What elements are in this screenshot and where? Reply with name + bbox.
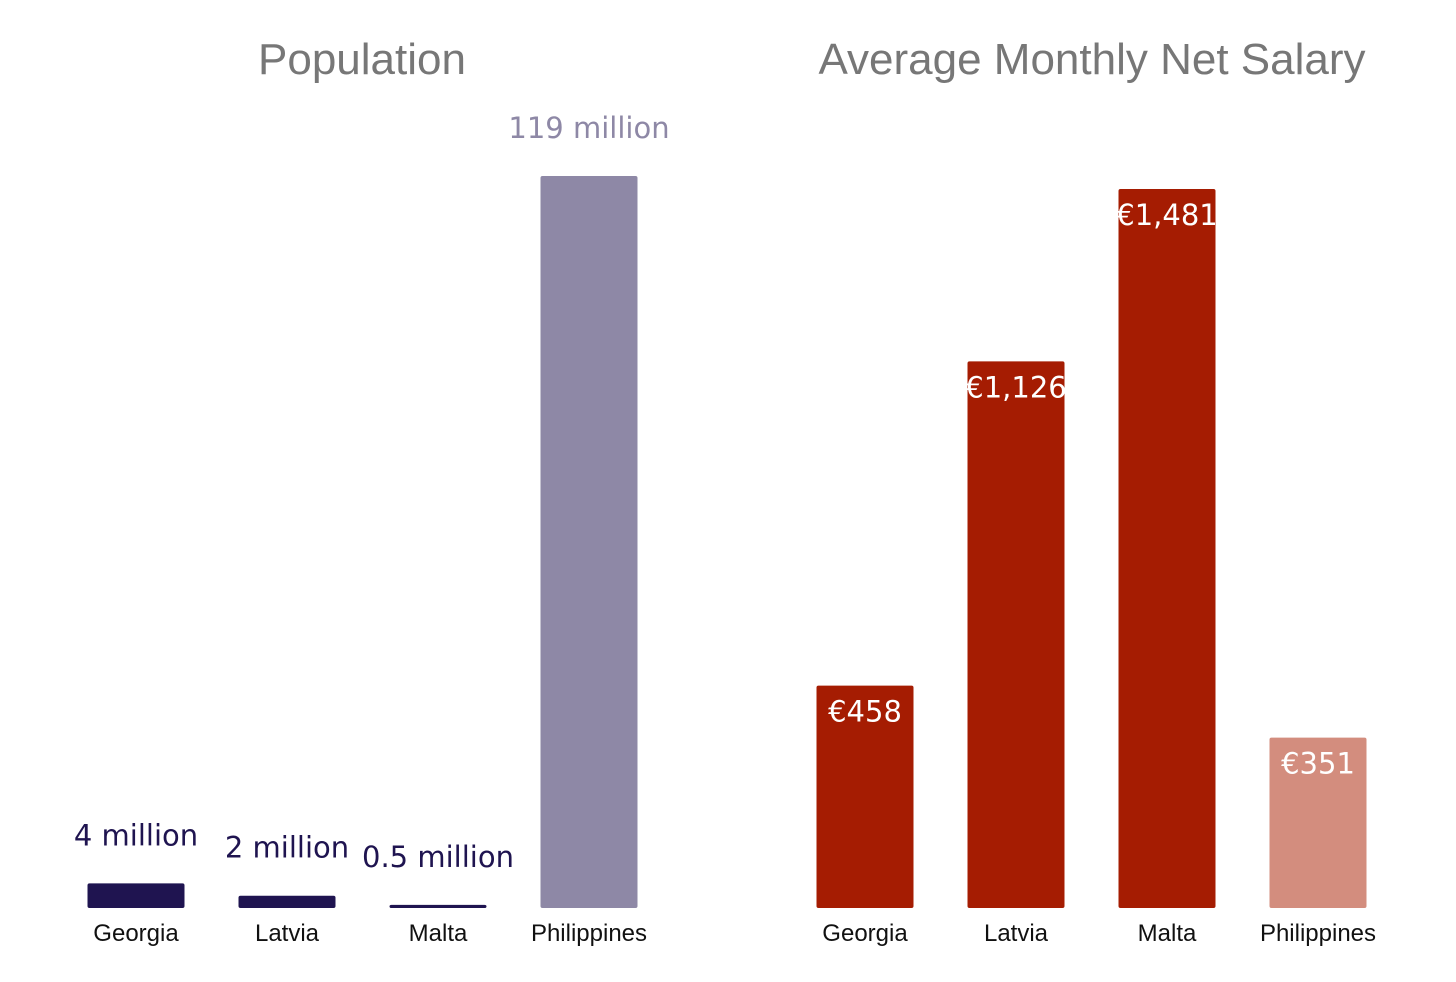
salary-value-label-latvia: €1,126: [965, 370, 1066, 404]
population-chart-title: Population: [258, 35, 466, 84]
population-category-label-georgia: Georgia: [93, 920, 179, 947]
population-chart: Population 4 million Georgia 2 million Latv…: [74, 35, 670, 947]
salary-category-label-philippines: Philippines: [1260, 920, 1376, 947]
salary-bar-georgia: [816, 685, 914, 908]
salary-chart: Average Monthly Net Salary €458 Georgia €1…: [816, 35, 1376, 947]
population-category-label-philippines: Philippines: [531, 920, 647, 947]
salary-category-label-latvia: Latvia: [984, 920, 1049, 947]
salary-category-label-malta: Malta: [1138, 920, 1197, 947]
salary-bar-latvia: [967, 361, 1065, 908]
population-value-label-georgia: 4 million: [74, 818, 198, 852]
population-category-label-latvia: Latvia: [255, 920, 320, 947]
population-value-label-latvia: 2 million: [225, 831, 349, 865]
salary-value-label-georgia: €458: [828, 695, 902, 729]
salary-bar-philippines: [1269, 737, 1367, 908]
population-category-label-malta: Malta: [409, 920, 468, 947]
salary-bar-malta: [1118, 189, 1216, 908]
population-bar-philippines: [540, 176, 638, 908]
salary-category-label-georgia: Georgia: [822, 920, 908, 947]
population-value-label-philippines: 119 million: [508, 111, 669, 145]
salary-value-label-philippines: €351: [1281, 747, 1355, 781]
population-value-label-malta: 0.5 million: [362, 840, 514, 874]
population-bar-latvia: [238, 895, 336, 908]
population-bar-malta: [389, 904, 487, 908]
salary-value-label-malta: €1,481: [1116, 198, 1217, 232]
salary-chart-title: Average Monthly Net Salary: [818, 35, 1365, 84]
population-bar-georgia: [87, 883, 185, 908]
